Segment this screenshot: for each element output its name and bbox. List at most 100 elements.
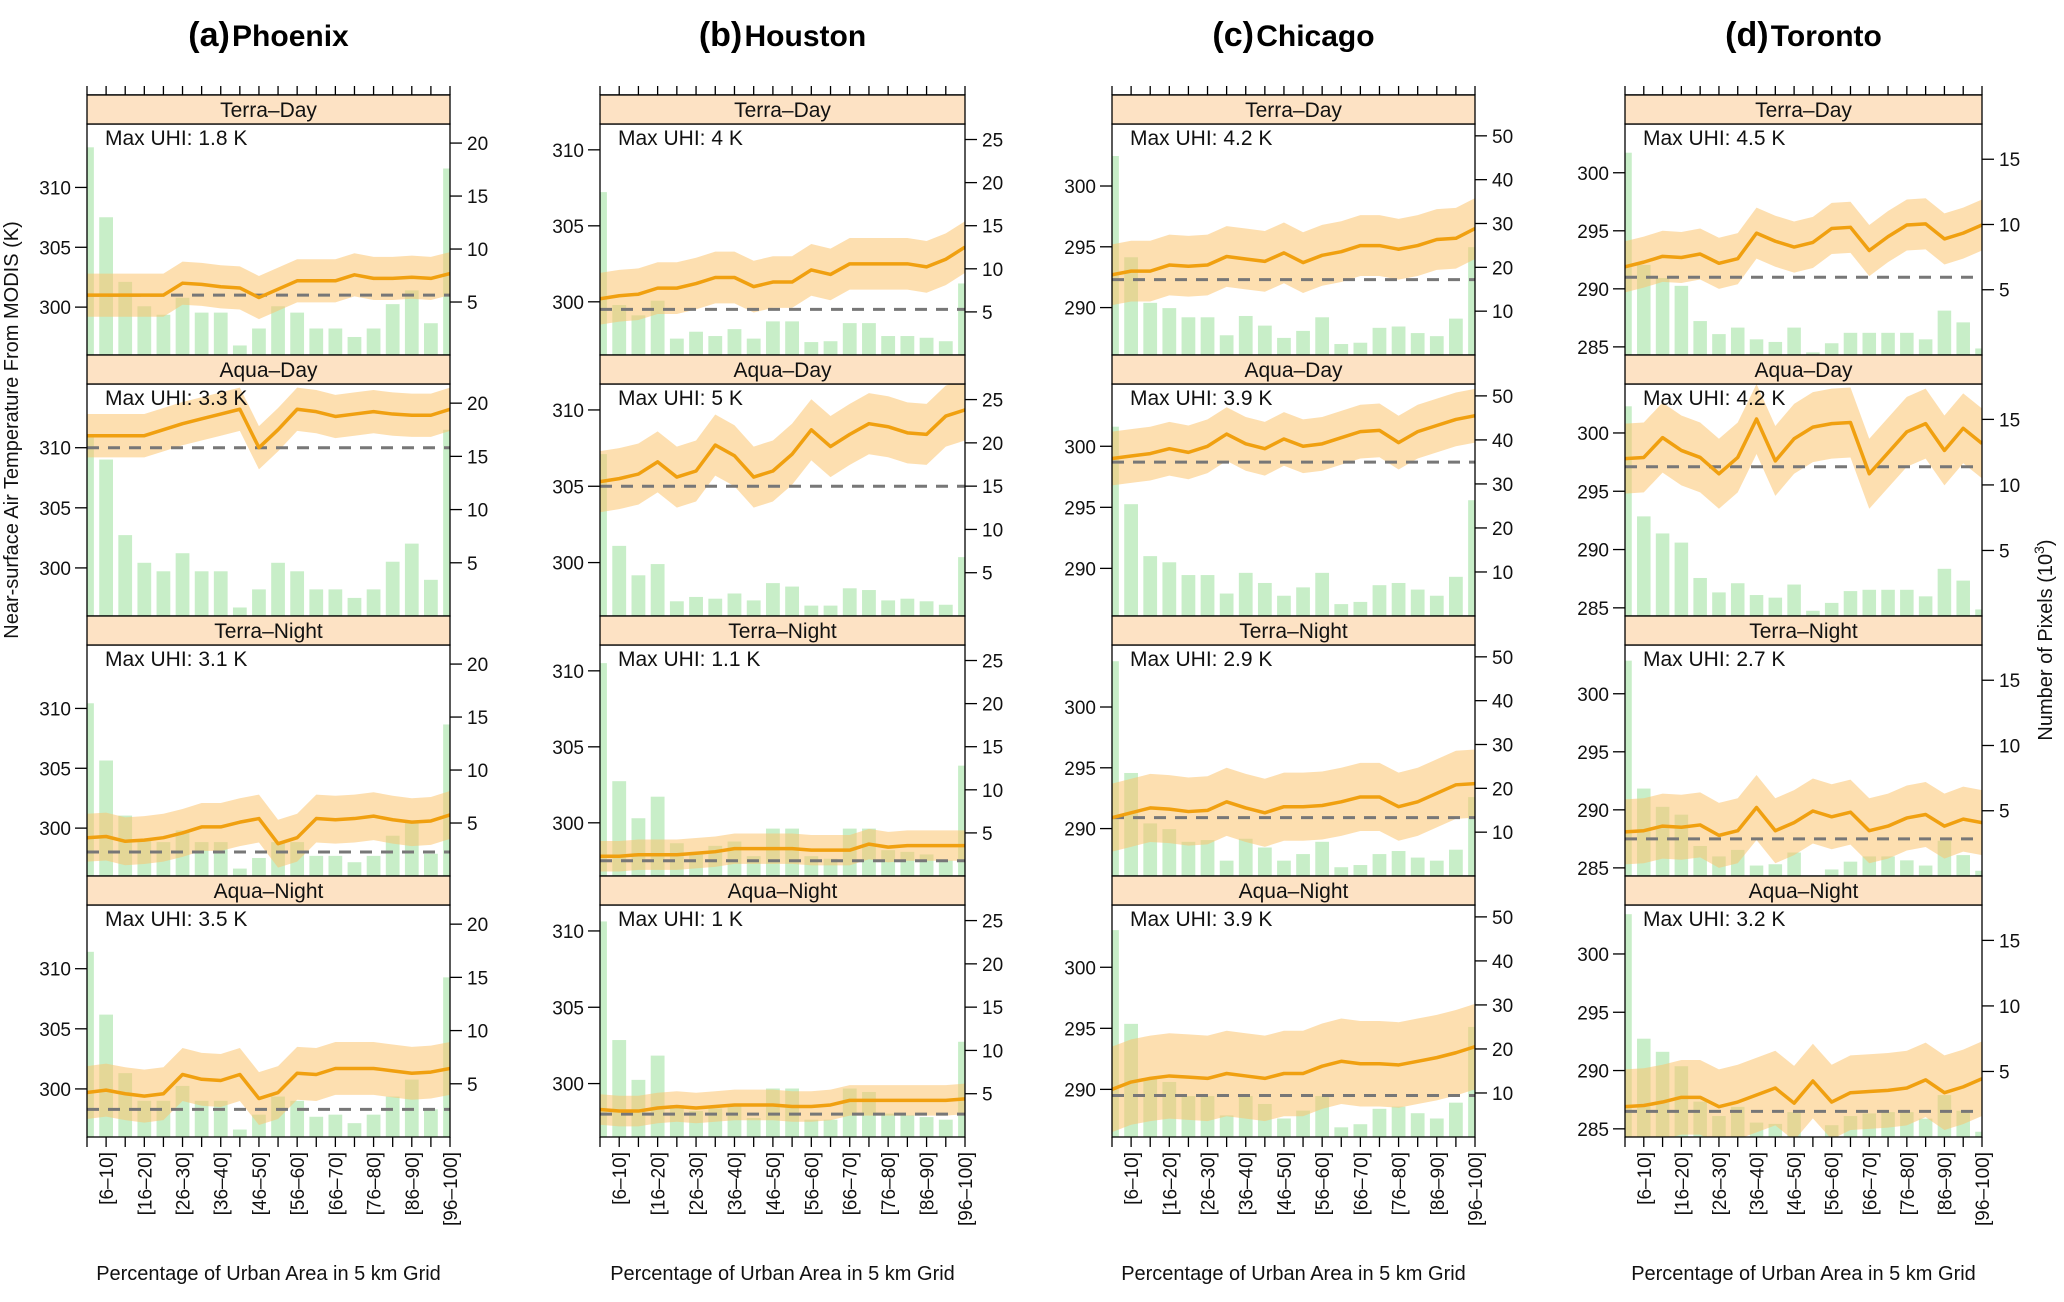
pixel-count-bar — [958, 283, 965, 355]
y-right-tick-label: 30 — [1492, 215, 1513, 236]
pixel-count-bar — [1881, 589, 1895, 616]
max-uhi-label: Max UHI: 2.7 K — [1643, 648, 1785, 671]
y-right-tick-label: 30 — [1492, 475, 1513, 496]
strip-label: Terra–Night — [214, 620, 323, 643]
x-tick-label: [86–90] — [1428, 1152, 1449, 1215]
pixel-count-bar — [1112, 661, 1119, 876]
y-left-tick-label: 295 — [1577, 743, 1609, 764]
y-left-tick-label: 310 — [39, 439, 71, 460]
y-left-tick-label: 295 — [1064, 759, 1096, 780]
y-right-tick-label: 10 — [1999, 736, 2020, 757]
y-right-tick-label: 10 — [1999, 997, 2020, 1018]
pixel-count-bar — [1693, 577, 1707, 616]
pixel-count-bar — [271, 562, 285, 616]
pixel-count-bar — [1277, 860, 1291, 876]
pixel-count-bar — [271, 306, 285, 355]
mean-temperature-line — [87, 1066, 450, 1101]
x-axis-label: Percentage of Urban Area in 5 km Grid — [610, 1263, 955, 1285]
y-right-tick-label: 5 — [467, 293, 478, 314]
strip-label: Terra–Day — [734, 99, 831, 122]
panel-aqua-day: Aqua–Day Max UHI: 3.3 K 300 305 310 5 10 15 20 — [39, 354, 488, 617]
pixel-count-bar — [1449, 1102, 1463, 1137]
pixel-count-bar — [1429, 860, 1444, 876]
pixel-count-bar — [881, 336, 896, 355]
x-tick-label: [6–10] — [1635, 1152, 1656, 1205]
pixel-count-bar — [804, 605, 819, 616]
pixel-count-bar — [385, 1096, 400, 1137]
pixel-count-bar — [194, 1100, 209, 1137]
pixel-count-bar — [842, 323, 857, 355]
y-left-tick-label: 300 — [1577, 685, 1609, 706]
pixel-count-bar — [900, 336, 915, 355]
pixel-count-bar — [1410, 1113, 1425, 1137]
pixel-count-bar — [1391, 582, 1406, 616]
pixel-count-bar — [424, 579, 438, 616]
temperature-range-band — [1625, 1041, 1982, 1137]
pixel-count-bar — [1862, 332, 1877, 355]
x-tick-label: [86–90] — [918, 1152, 939, 1215]
y-right-tick-label: 15 — [1999, 931, 2020, 952]
x-tick-label: [6–10] — [610, 1152, 631, 1205]
y-right-tick-label: 5 — [982, 824, 993, 845]
pixel-count-bar — [1768, 597, 1783, 616]
pixel-count-bar — [1787, 584, 1801, 616]
city-name: Phoenix — [232, 20, 349, 53]
x-tick-label: [76–80] — [879, 1152, 900, 1215]
pixel-count-bar — [1334, 604, 1349, 616]
pixel-count-bar — [1937, 310, 1952, 355]
strip-label: Aqua–Day — [1754, 359, 1853, 382]
y-right-tick-label: 40 — [1492, 431, 1513, 452]
y-left-tick-label: 305 — [552, 477, 584, 498]
strip-label: Terra–Night — [1749, 620, 1858, 643]
pixel-count-bar — [1257, 325, 1272, 355]
pixel-count-bar — [1674, 542, 1689, 616]
y-right-tick-label: 20 — [1492, 779, 1513, 800]
y-right-tick-label: 25 — [982, 131, 1003, 152]
y-right-tick-label: 10 — [982, 260, 1003, 281]
pixel-count-bar — [1277, 1118, 1291, 1137]
panel-aqua-night: Aqua–Night Max UHI: 1 K 300 305 310 5 10 15 20 25 — [552, 875, 1003, 1138]
pixel-count-bar — [881, 600, 896, 616]
y-left-tick-label: 305 — [39, 238, 71, 259]
pixel-count-bar — [290, 571, 305, 616]
pixel-count-bar — [213, 312, 228, 355]
y-right-tick-label: 20 — [982, 955, 1003, 976]
pixel-count-bar — [1277, 337, 1291, 355]
y-right-tick-label: 10 — [467, 240, 488, 261]
strip-header — [1111, 615, 1476, 646]
y-right-tick-label: 20 — [467, 134, 488, 155]
pixel-count-bar — [1787, 327, 1801, 355]
strip-header — [1111, 94, 1476, 125]
y-left-tick-label: 295 — [1064, 498, 1096, 519]
pixel-count-bar — [1315, 572, 1330, 616]
panel-terra-day: Terra–Day Max UHI: 4 K 300 305 310 5 10 15 20 25 — [552, 94, 1003, 356]
y-left-tick-label: 300 — [552, 293, 584, 314]
pixel-count-bar — [194, 571, 209, 616]
x-tick-label: [96–100] — [1466, 1152, 1487, 1226]
x-tick-label: [6–10] — [1122, 1152, 1143, 1205]
pixel-count-bar — [290, 312, 305, 355]
pixel-count-bar — [612, 545, 627, 616]
pixel-count-bar — [232, 607, 247, 616]
pixel-count-bar — [1468, 500, 1475, 616]
y-left-tick-label: 300 — [1064, 958, 1096, 979]
pixel-count-bar — [1112, 930, 1119, 1137]
pixel-count-bar — [1410, 333, 1425, 355]
city-title: (c) Chicago — [1212, 16, 1374, 54]
y-right-tick-label: 40 — [1492, 171, 1513, 192]
y-right-tick-label: 10 — [982, 520, 1003, 541]
y-left-tick-label: 300 — [552, 1075, 584, 1096]
x-tick-label: [76–80] — [1390, 1152, 1411, 1215]
pixel-count-bar — [1881, 856, 1895, 876]
x-tick-label: [66–70] — [1860, 1152, 1881, 1215]
panel-terra-night: Terra–Night Max UHI: 3.1 K 300 305 310 5 10 15 2… — [39, 615, 488, 877]
pixel-count-bar — [1768, 864, 1783, 876]
panel-letter: (d) — [1725, 16, 1768, 54]
pixel-count-bar — [1391, 326, 1406, 355]
pixel-count-bar — [600, 921, 607, 1137]
pixel-count-bar — [1391, 1106, 1406, 1137]
panel-terra-night: Terra–Night Max UHI: 1.1 K 300 305 310 5 10 15 2… — [552, 615, 1003, 877]
strip-header — [599, 615, 966, 646]
x-tick-label: [46–50] — [250, 1152, 271, 1215]
strip-header — [1111, 875, 1476, 906]
